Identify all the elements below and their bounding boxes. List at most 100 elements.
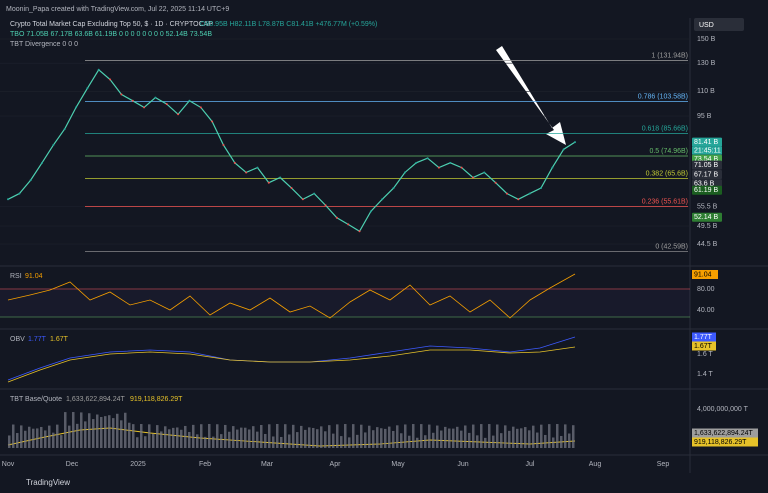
footer: TradingView bbox=[26, 478, 70, 487]
annotation-arrow bbox=[496, 46, 566, 145]
tbt-bar bbox=[64, 412, 67, 448]
tbt-bar bbox=[176, 427, 179, 448]
rsi-title: RSI bbox=[10, 273, 22, 280]
tbt-bar bbox=[492, 435, 495, 448]
tbt-bar bbox=[424, 435, 427, 448]
obv-value: 1.67T bbox=[50, 336, 69, 343]
tbt-bar bbox=[184, 425, 187, 448]
tbt-bar bbox=[96, 414, 99, 448]
x-tick-label: Jul bbox=[526, 461, 535, 468]
tbt-bar bbox=[168, 429, 171, 448]
tbt-bar bbox=[204, 436, 207, 448]
tbt-bar bbox=[408, 435, 411, 448]
tbt-bar bbox=[112, 418, 115, 448]
tbt-tag bbox=[692, 428, 758, 438]
x-tick-label: 2025 bbox=[130, 461, 146, 468]
fib-label: 0.5 (74.96B) bbox=[649, 148, 688, 155]
price-point bbox=[109, 78, 112, 81]
tbt-bar bbox=[272, 436, 275, 448]
tbt-bar bbox=[128, 422, 131, 448]
tbt-bar bbox=[496, 424, 499, 448]
currency[interactable]: USD bbox=[699, 22, 714, 29]
tbt-bar bbox=[200, 424, 203, 448]
tbt-bar bbox=[220, 434, 223, 448]
tbt-bar bbox=[180, 429, 183, 448]
x-tick-label: Feb bbox=[199, 461, 211, 468]
tbt-bar bbox=[464, 425, 467, 448]
price-point bbox=[188, 99, 191, 102]
obv-title: OBV bbox=[10, 336, 25, 343]
tbt-bar bbox=[244, 427, 247, 448]
tbt-bar bbox=[456, 426, 459, 448]
price-point bbox=[86, 87, 89, 90]
tbt-bar bbox=[520, 428, 523, 448]
price-point bbox=[483, 171, 486, 174]
tbt-bar bbox=[76, 423, 79, 448]
tbt-bar bbox=[260, 425, 263, 448]
fib-label: 1 (131.94B) bbox=[651, 52, 688, 59]
price-point bbox=[528, 192, 531, 195]
tbt-bar bbox=[232, 426, 235, 448]
tbt-bar bbox=[276, 424, 279, 448]
tbt-bar bbox=[368, 425, 371, 448]
tbt-bar bbox=[404, 424, 407, 448]
price-point bbox=[222, 144, 225, 147]
tbt-bar bbox=[488, 424, 491, 448]
header-title: Moonin_Papa created with TradingView.com… bbox=[6, 6, 229, 13]
price-tag-label: 71.05 B bbox=[694, 162, 718, 169]
price-point bbox=[449, 161, 452, 164]
tbt-bar bbox=[132, 424, 135, 448]
tbt-bar bbox=[280, 436, 283, 448]
price-tag-label: 63.6 B bbox=[694, 181, 715, 188]
price-point bbox=[313, 192, 316, 195]
price-point bbox=[517, 198, 520, 201]
price-point bbox=[539, 187, 542, 190]
currency-button[interactable] bbox=[694, 18, 744, 31]
tbt-bar bbox=[24, 430, 27, 448]
tbt-bar bbox=[124, 412, 127, 448]
price-point bbox=[41, 161, 44, 164]
tbt-bar bbox=[348, 437, 351, 448]
tbt-bar bbox=[372, 430, 375, 448]
fib-label: 0.618 (85.66B) bbox=[642, 125, 688, 132]
legend-ohlc: O80.95B H82.11B L78.87B C81.41B +476.77M… bbox=[200, 21, 377, 28]
obv-tag-label: 1.77T bbox=[694, 334, 713, 341]
tbt-bar bbox=[120, 420, 123, 448]
price-point bbox=[324, 204, 327, 207]
tbt-bar bbox=[528, 430, 531, 448]
tbt-bar bbox=[500, 433, 503, 448]
tbt-bar bbox=[160, 431, 163, 448]
price-point bbox=[347, 223, 350, 226]
tbt-bar bbox=[448, 428, 451, 448]
tbt-bar bbox=[88, 413, 91, 448]
tbt-bar bbox=[300, 425, 303, 448]
price-point bbox=[574, 141, 576, 144]
tbt-bar bbox=[256, 431, 259, 448]
y-tick-label: 49.5 B bbox=[697, 223, 718, 230]
tbt-bar bbox=[536, 432, 539, 448]
tbt-bar bbox=[248, 429, 251, 448]
tbt-bar bbox=[384, 428, 387, 448]
obv-average bbox=[7, 346, 576, 383]
tbt-bar bbox=[572, 425, 575, 448]
tbt-tag bbox=[692, 437, 758, 447]
tbt-bar bbox=[44, 430, 47, 448]
price-point bbox=[392, 187, 395, 190]
price-tag-label: 61.19 B bbox=[694, 187, 718, 194]
price-point bbox=[369, 210, 372, 213]
obv-tag bbox=[692, 341, 716, 351]
price-point bbox=[335, 216, 338, 219]
x-tick-label: Apr bbox=[330, 461, 342, 468]
tbt-bar bbox=[92, 419, 95, 448]
tbt-value: 919,118,826.29T bbox=[130, 396, 183, 403]
fib-label: 0.786 (103.58B) bbox=[638, 93, 688, 100]
tbt-bar bbox=[156, 425, 159, 448]
price-point bbox=[279, 176, 282, 179]
tbt-bar bbox=[252, 426, 255, 448]
price-point bbox=[97, 68, 100, 71]
tbt-value: 1,633,622,894.24T bbox=[66, 396, 125, 403]
tbt-bar bbox=[516, 428, 519, 448]
price-point bbox=[381, 198, 384, 201]
obv-axis-label: 1.4 T bbox=[697, 371, 714, 378]
